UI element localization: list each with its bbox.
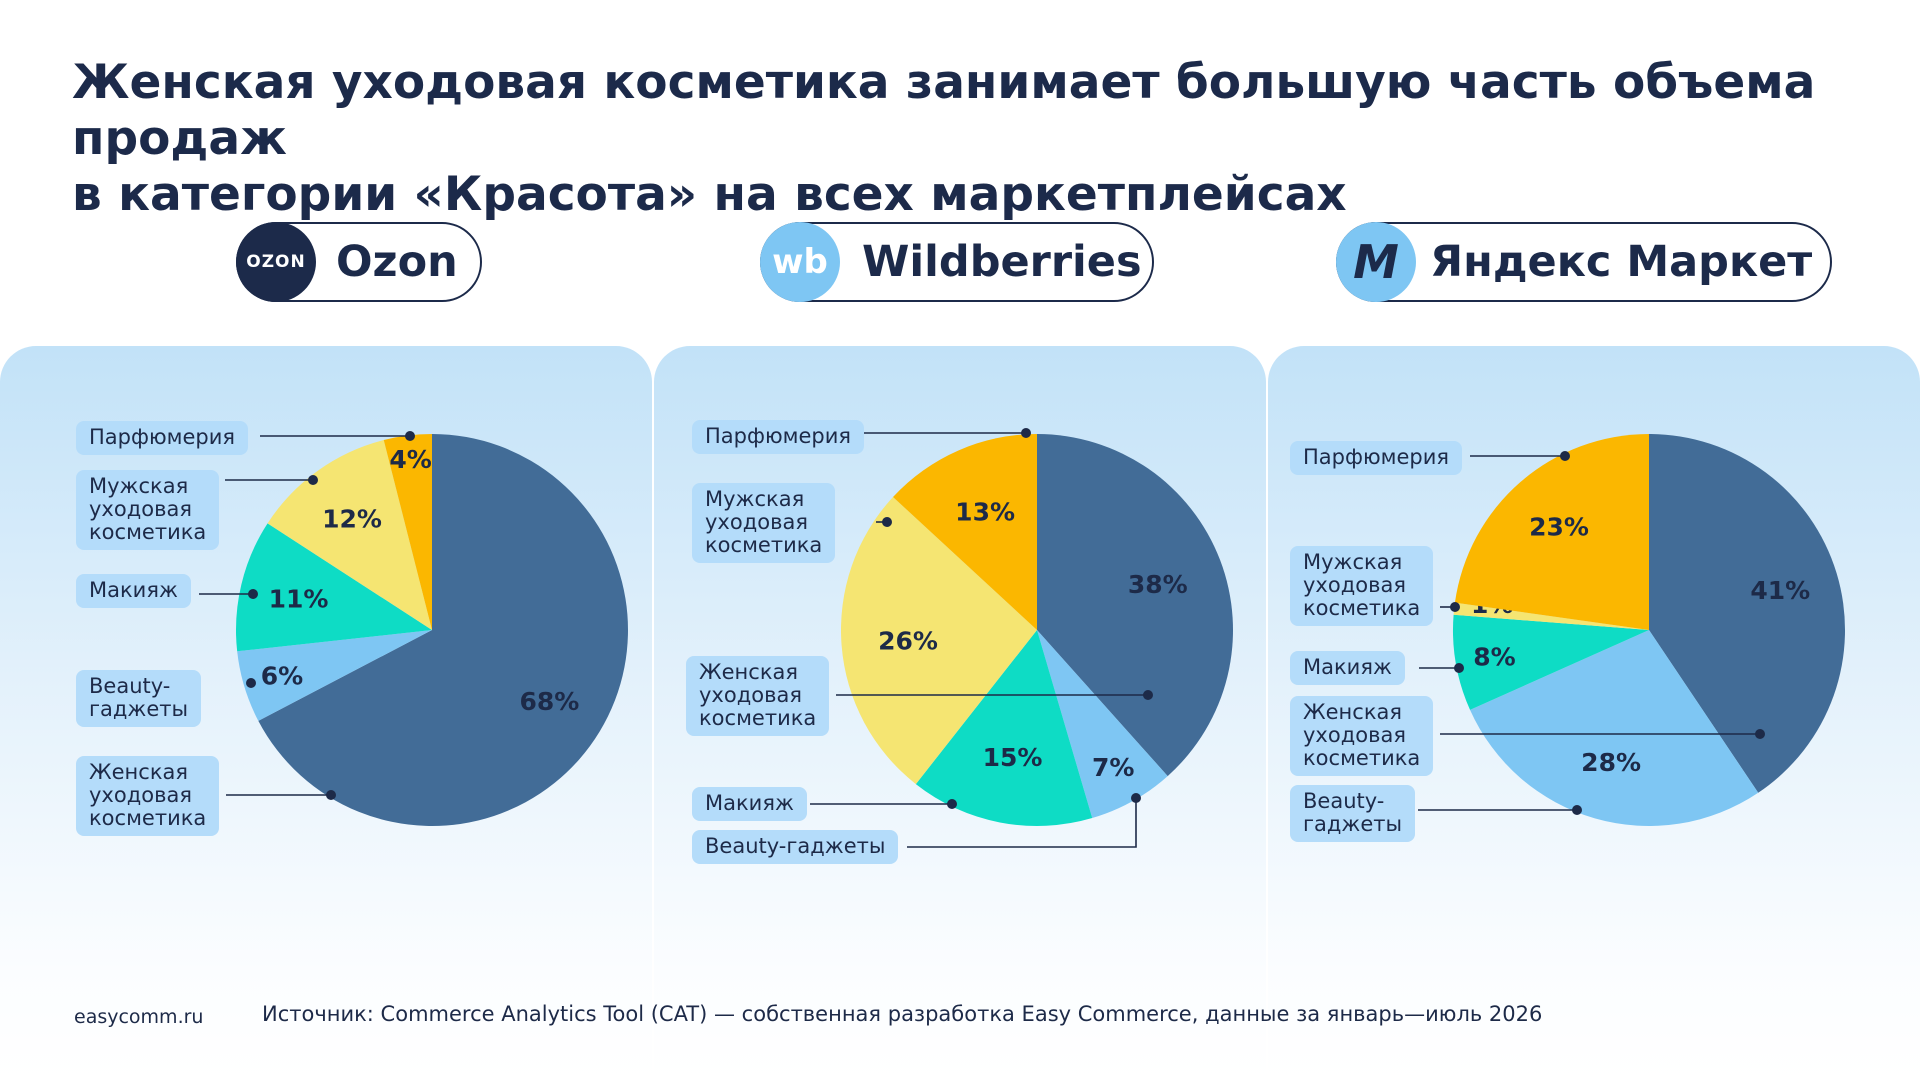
ozon-leader-dot-perfume [405, 431, 415, 441]
marketplace-pill-yandex-market: M Яндекс Маркет [1336, 222, 1832, 302]
ozon-value-men-care: 12% [322, 505, 382, 534]
wb-label-beauty-gadgets: Beauty-гаджеты [692, 830, 899, 864]
wb-slice-beauty-gadgets [1037, 630, 1168, 819]
ozon-label-women-care: Женская уходовая косметика [76, 756, 220, 836]
ozon-value-women-care: 68% [519, 687, 579, 716]
marketplace-name-yandex-market: Яндекс Маркет [1430, 237, 1813, 287]
title-line-2: в категории «Красота» на всех маркетплей… [72, 167, 1347, 222]
ym-slice-perfume [1454, 434, 1649, 630]
ozon-label-makeup: Макияж [76, 574, 191, 608]
wb-label-women-care: Женская уходовая косметика [686, 656, 830, 736]
ozon-logo-icon: OZON [236, 222, 316, 302]
wb-slice-men-care [840, 497, 1037, 785]
ym-label-beauty-gadgets: Beauty- гаджеты [1290, 785, 1416, 842]
ym-leader-dot-men-care [1450, 602, 1460, 612]
ym-slice-makeup [1452, 614, 1649, 710]
ym-slice-beauty-gadgets [1470, 630, 1759, 827]
wb-label-men-care: Мужская уходовая косметика [692, 483, 836, 563]
marketplace-pill-ozon: OZON Ozon [236, 222, 482, 302]
ym-label-perfume: Парфюмерия [1290, 441, 1462, 475]
page-title: Женская уходовая косметика занимает боль… [72, 55, 1872, 223]
wb-leader-dot-men-care [882, 517, 892, 527]
wb-slice-makeup [915, 630, 1093, 827]
ozon-leader-dot-men-care [308, 475, 318, 485]
ym-value-perfume: 23% [1529, 512, 1589, 541]
marketplace-name-ozon: Ozon [336, 237, 458, 287]
wb-value-men-care: 26% [878, 626, 938, 655]
ym-slice-men-care [1453, 602, 1649, 630]
ym-value-makeup: 8% [1473, 643, 1515, 672]
ym-leader-dot-beauty-gadgets [1572, 805, 1582, 815]
ozon-leader-dot-women-care [326, 790, 336, 800]
ym-leader-dot-makeup [1454, 663, 1464, 673]
ym-value-beauty-gadgets: 28% [1581, 748, 1641, 777]
ozon-slice-makeup [236, 523, 432, 652]
wb-label-makeup: Макияж [692, 787, 807, 821]
wb-leader-dot-women-care [1143, 690, 1153, 700]
wb-value-beauty-gadgets: 7% [1092, 753, 1134, 782]
marketplace-pill-wildberries: wb Wildberries [760, 222, 1154, 302]
title-line-1: Женская уходовая косметика занимает боль… [72, 55, 1816, 166]
ozon-label-perfume: Парфюмерия [76, 421, 248, 455]
wb-leader-beauty-gadgets [907, 798, 1137, 848]
ym-label-makeup: Макияж [1290, 651, 1405, 685]
wb-slice-women-care [1037, 434, 1234, 777]
wildberries-logo-icon: wb [760, 222, 840, 302]
wb-label-perfume: Парфюмерия [692, 420, 864, 454]
yandex-market-logo-text: M [1353, 235, 1399, 289]
wildberries-logo-text: wb [772, 242, 828, 282]
ozon-leader-dot-makeup [248, 589, 258, 599]
ym-slice-women-care [1649, 433, 1846, 793]
footer-source: Источник: Commerce Analytics Tool (CAT) … [262, 1002, 1543, 1026]
ym-label-men-care: Мужская уходовая косметика [1290, 546, 1434, 626]
wb-leader-dot-perfume [1021, 428, 1031, 438]
ozon-slice-perfume [383, 434, 432, 630]
ym-value-women-care: 41% [1750, 576, 1810, 605]
ozon-label-men-care: Мужская уходовая косметика [76, 470, 220, 550]
footer-site: easycomm.ru [74, 1006, 204, 1028]
marketplace-name-wildberries: Wildberries [862, 237, 1142, 287]
ozon-value-perfume: 4% [389, 445, 431, 474]
wb-slice-perfume [893, 434, 1037, 630]
wb-leader-dot-beauty-gadgets [1131, 793, 1141, 803]
ym-label-women-care: Женская уходовая косметика [1290, 696, 1434, 776]
ozon-slice-beauty-gadgets [237, 630, 432, 721]
ym-leader-dot-women-care [1755, 729, 1765, 739]
ym-leader-dot-perfume [1560, 451, 1570, 461]
wb-value-makeup: 15% [983, 743, 1043, 772]
ozon-label-beauty-gadgets: Beauty- гаджеты [76, 670, 202, 727]
wb-leader-dot-makeup [947, 799, 957, 809]
wb-value-women-care: 38% [1128, 570, 1188, 599]
ozon-value-beauty-gadgets: 6% [261, 662, 303, 691]
ozon-logo-text: OZON [246, 252, 306, 272]
ozon-leader-dot-beauty-gadgets [246, 678, 256, 688]
ozon-slice-men-care [267, 440, 432, 630]
ozon-slice-women-care [258, 434, 628, 826]
ozon-value-makeup: 11% [269, 584, 329, 613]
yandex-market-logo-icon: M [1336, 222, 1416, 302]
wb-value-perfume: 13% [955, 498, 1015, 527]
